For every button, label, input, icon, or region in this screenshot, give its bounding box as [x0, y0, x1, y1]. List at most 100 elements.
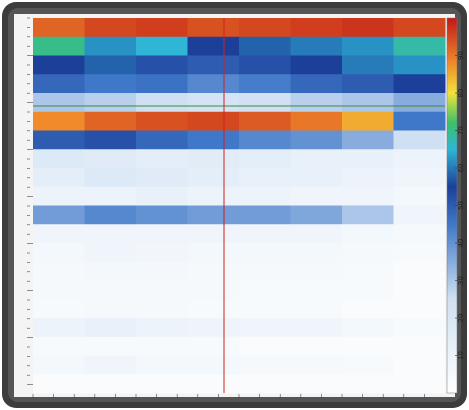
heatmap-cell	[136, 112, 188, 131]
heatmap-cell	[85, 243, 137, 262]
heatmap-cell	[239, 299, 291, 318]
heatmap-cell	[85, 318, 137, 337]
heatmap-cell	[136, 262, 188, 281]
heatmap-cell	[342, 262, 394, 281]
heatmap-cell	[188, 74, 240, 93]
heatmap-cell	[188, 337, 240, 356]
heatmap-cell	[394, 131, 446, 150]
heatmap-cell	[33, 356, 85, 375]
heatmap-cell	[239, 206, 291, 225]
heatmap-cell	[188, 149, 240, 168]
heatmap-cell	[239, 356, 291, 375]
heatmap-cell	[136, 281, 188, 300]
heatmap-cell	[394, 37, 446, 56]
heatmap-cell	[33, 56, 85, 75]
colorbar-tick-label: 80	[457, 89, 465, 98]
heatmap-cell	[342, 356, 394, 375]
heatmap-cell	[291, 131, 343, 150]
heatmap-cell	[291, 18, 343, 37]
heatmap-cell	[188, 18, 240, 37]
heatmap-cell	[239, 262, 291, 281]
heatmap-cell	[136, 131, 188, 150]
heatmap-cell	[342, 374, 394, 393]
heatmap-cell	[188, 281, 240, 300]
heatmap-cell	[33, 37, 85, 56]
colorbar-tick-label: 90	[457, 51, 465, 60]
heatmap-cell	[188, 93, 240, 112]
heatmap-cell	[239, 149, 291, 168]
heatmap-cell	[188, 168, 240, 187]
heatmap-cell	[239, 37, 291, 56]
heatmap-cell	[188, 243, 240, 262]
heatmap-cell	[342, 299, 394, 318]
heatmap-cell	[136, 243, 188, 262]
heatmap-cell	[342, 74, 394, 93]
heatmap-cell	[394, 374, 446, 393]
heatmap-cell	[394, 93, 446, 112]
heatmap-cell	[394, 187, 446, 206]
heatmap-cell	[342, 281, 394, 300]
heatmap-cell	[291, 56, 343, 75]
heatmap-cell	[342, 318, 394, 337]
heatmap-cell	[85, 149, 137, 168]
heatmap-cell	[85, 224, 137, 243]
heatmap-cell	[394, 112, 446, 131]
heatmap-cell	[136, 299, 188, 318]
colorbar-tick-label: 70	[457, 126, 465, 135]
heatmap-cell	[342, 187, 394, 206]
heatmap-cell	[291, 299, 343, 318]
heatmap-cell	[136, 56, 188, 75]
heatmap-cell	[239, 224, 291, 243]
plot-area	[33, 18, 446, 394]
heatmap-cell	[33, 337, 85, 356]
heatmap-cell	[342, 37, 394, 56]
heatmap-cell	[33, 112, 85, 131]
heatmap-cell	[85, 262, 137, 281]
heatmap-cell	[188, 318, 240, 337]
heatmap-cell	[188, 224, 240, 243]
heatmap-cell	[136, 74, 188, 93]
heatmap-cell	[394, 299, 446, 318]
heatmap-cell	[342, 224, 394, 243]
heatmap-cell	[33, 281, 85, 300]
heatmap-cell	[136, 93, 188, 112]
heatmap-cell	[394, 224, 446, 243]
heatmap-cell	[291, 337, 343, 356]
heatmap-cell	[85, 18, 137, 37]
heatmap-cell	[239, 337, 291, 356]
heatmap-cell	[394, 318, 446, 337]
heatmap-cell	[85, 112, 137, 131]
colorbar-tick-label: 50	[457, 201, 465, 210]
heatmap-cell	[342, 56, 394, 75]
heatmap-cell	[33, 18, 85, 37]
heatmap-cell	[85, 281, 137, 300]
heatmap-cell	[394, 206, 446, 225]
heatmap-cell	[394, 356, 446, 375]
heatmap-cell	[394, 18, 446, 37]
colorbar-tick-label: 20	[457, 314, 465, 323]
heatmap-cell	[291, 374, 343, 393]
heatmap-cell	[291, 187, 343, 206]
heatmap-cell	[136, 318, 188, 337]
heatmap-cell	[188, 299, 240, 318]
heatmap-cell	[239, 318, 291, 337]
heatmap-cell	[33, 93, 85, 112]
heatmap-cell	[394, 74, 446, 93]
heatmap-cell	[239, 93, 291, 112]
heatmap-cell	[136, 224, 188, 243]
heatmap-cell	[291, 112, 343, 131]
heatmap-cell	[239, 281, 291, 300]
heatmap-cell	[33, 262, 85, 281]
screen: 102030405060708090	[0, 0, 469, 410]
heatmap-cell	[239, 56, 291, 75]
heatmap-cell	[394, 56, 446, 75]
heatmap-cell	[33, 299, 85, 318]
heatmap-cell	[291, 262, 343, 281]
heatmap-cell	[342, 149, 394, 168]
heatmap-cell	[291, 206, 343, 225]
heatmap-cell	[291, 74, 343, 93]
heatmap-cell	[291, 37, 343, 56]
heatmap-cell	[394, 337, 446, 356]
heatmap-cell	[33, 318, 85, 337]
heatmap-cell	[85, 206, 137, 225]
